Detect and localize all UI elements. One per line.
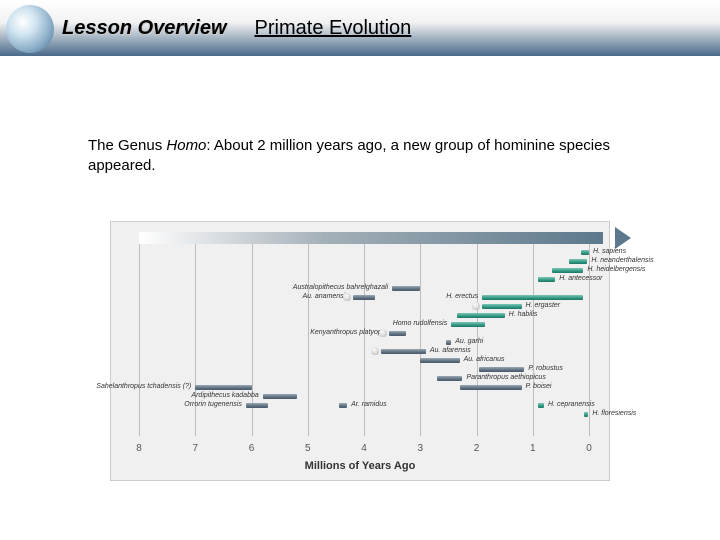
skull-icon — [371, 347, 379, 355]
species-label: H. ergaster — [526, 302, 561, 309]
lens-decoration — [6, 5, 54, 53]
species-label: H. antecessor — [559, 275, 602, 282]
species-bar — [437, 376, 462, 381]
species-bar — [457, 313, 505, 318]
species-label: H. neanderthalensis — [591, 257, 653, 264]
gridline — [139, 244, 140, 436]
skull-icon — [379, 329, 387, 337]
species-label: Au. garhi — [455, 338, 483, 345]
species-label: P. robustus — [528, 365, 563, 372]
species-bar — [446, 340, 452, 345]
species-label: Kenyanthropus platyops — [310, 329, 385, 336]
species-label: H. erectus — [446, 293, 478, 300]
species-label: H. habilis — [509, 311, 538, 318]
arrow-tip-icon — [615, 227, 631, 249]
species-bar — [420, 358, 459, 363]
body-genus: Homo — [166, 137, 206, 154]
header-bar: Lesson Overview Primate Evolution — [0, 0, 720, 56]
species-label: Ardipithecus kadabba — [191, 392, 258, 399]
x-tick: 3 — [417, 443, 423, 454]
species-label: Au. africanus — [464, 356, 505, 363]
species-bar — [538, 403, 544, 408]
gridline — [420, 244, 421, 436]
species-label: Homo rudolfensis — [393, 320, 447, 327]
species-bar — [353, 295, 376, 300]
species-label: Au. afarensis — [430, 347, 471, 354]
species-label: H. cepranensis — [548, 401, 595, 408]
x-tick: 2 — [474, 443, 480, 454]
species-bar — [339, 403, 347, 408]
species-bar — [581, 250, 589, 255]
species-bar — [460, 385, 522, 390]
plot-area: 012345678H. sapiensH. neanderthalensisH.… — [139, 232, 589, 436]
species-bar — [584, 412, 589, 417]
x-tick: 5 — [305, 443, 311, 454]
x-axis-label: Millions of Years Ago — [111, 460, 609, 472]
species-bar — [569, 259, 587, 264]
species-label: Paranthropus aethiopicus — [466, 374, 545, 381]
species-bar — [538, 277, 555, 282]
body-lead: The Genus — [88, 137, 166, 154]
skull-icon — [472, 302, 480, 310]
species-label: Ar. ramidus — [351, 401, 387, 408]
species-label: H. heidelbergensis — [587, 266, 645, 273]
species-bar — [381, 349, 426, 354]
species-label: H. sapiens — [593, 248, 626, 255]
species-label: H. floresiensis — [592, 410, 636, 417]
species-label: Orrorin tugenensis — [184, 401, 242, 408]
species-label: Sahelanthropus tchadensis (?) — [96, 383, 191, 390]
species-bar — [451, 322, 485, 327]
species-bar — [482, 295, 583, 300]
species-label: Australopithecus bahrelghazali — [293, 284, 388, 291]
species-bar — [263, 394, 297, 399]
x-tick: 8 — [136, 443, 142, 454]
species-bar — [389, 331, 406, 336]
species-label: Au. anamensis — [302, 293, 348, 300]
species-bar — [552, 268, 583, 273]
species-label: P. boisei — [526, 383, 552, 390]
species-bar — [392, 286, 420, 291]
species-bar — [246, 403, 269, 408]
x-tick: 4 — [361, 443, 367, 454]
species-bar — [482, 304, 521, 309]
x-tick: 6 — [249, 443, 255, 454]
x-tick: 7 — [192, 443, 198, 454]
x-tick: 0 — [586, 443, 592, 454]
header-subtitle: Primate Evolution — [255, 17, 412, 40]
gridline — [533, 244, 534, 436]
timeline-chart: 012345678H. sapiensH. neanderthalensisH.… — [110, 221, 610, 481]
species-bar — [195, 385, 251, 390]
lesson-overview-title: Lesson Overview — [62, 17, 227, 40]
gridline — [308, 244, 309, 436]
skull-icon — [343, 293, 351, 301]
x-tick: 1 — [530, 443, 536, 454]
species-bar — [479, 367, 524, 372]
timeline-arrow — [139, 232, 603, 244]
body-text: The Genus Homo: About 2 million years ag… — [88, 136, 632, 177]
